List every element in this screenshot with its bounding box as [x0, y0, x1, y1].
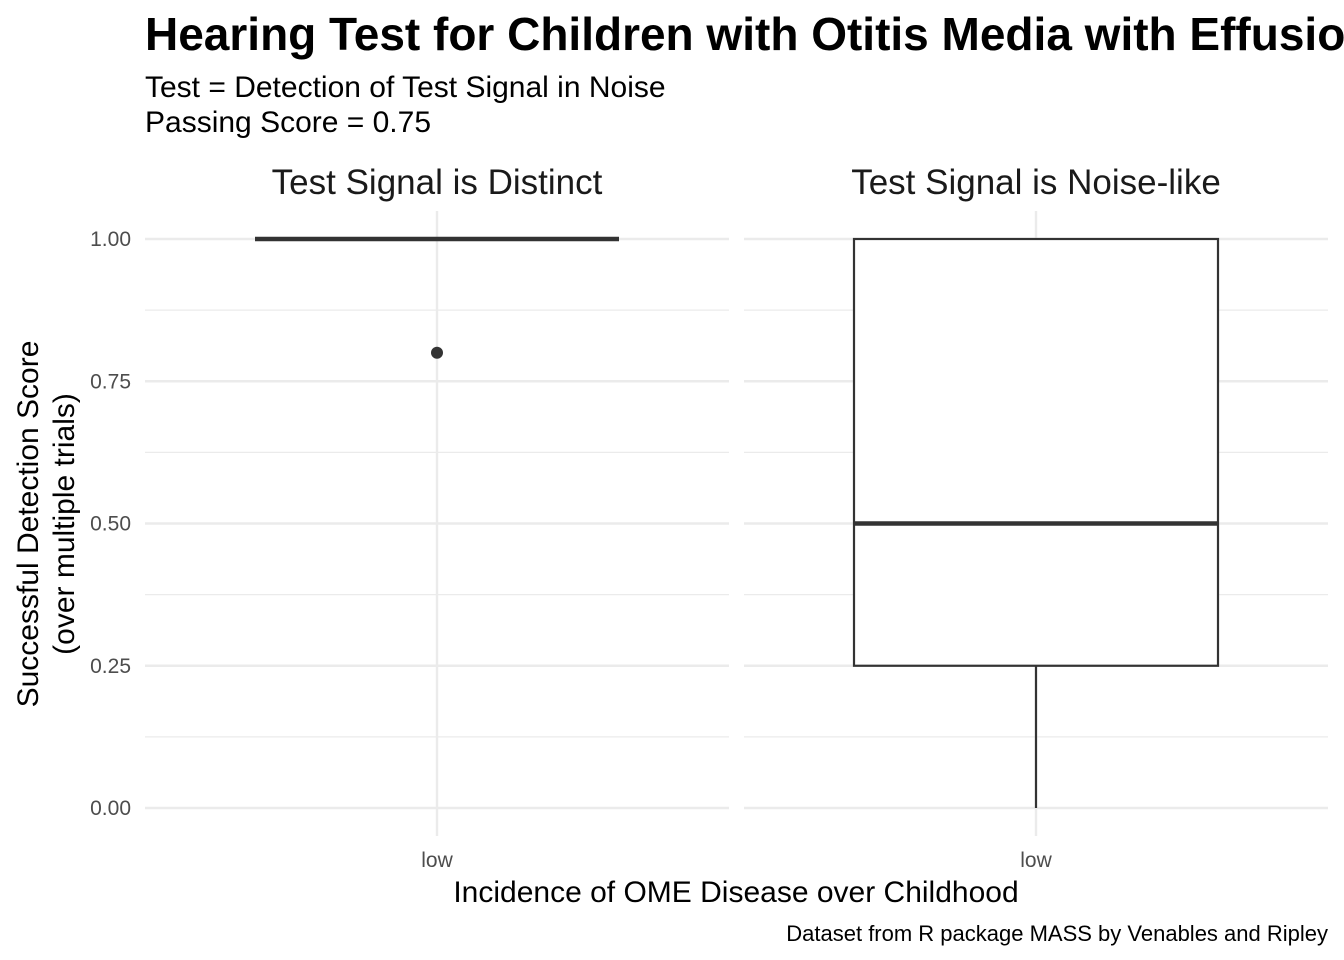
chart-subtitle-line-1: Test = Detection of Test Signal in Noise — [145, 71, 666, 104]
x-tick-label: low — [1020, 849, 1052, 872]
chart-title: Hearing Test for Children with Otitis Me… — [145, 8, 1344, 60]
facet-strip-label: Test Signal is Noise-like — [851, 163, 1221, 202]
x-tick-label: low — [421, 849, 453, 872]
y-tick-label: 0.25 — [90, 655, 131, 678]
outlier-point — [431, 346, 443, 359]
y-tick-label: 0.00 — [90, 797, 131, 820]
chart-caption: Dataset from R package MASS by Venables … — [786, 921, 1328, 946]
y-axis-title-line-2: (over multiple trials) — [48, 393, 81, 655]
y-tick-label: 0.50 — [90, 513, 131, 536]
x-axis-title: Incidence of OME Disease over Childhood — [453, 876, 1018, 909]
y-axis-title-line-1: Successful Detection Score — [12, 341, 45, 708]
y-tick-label: 0.75 — [90, 370, 131, 393]
facet-panel: Test Signal is Noise-like low — [744, 163, 1328, 872]
facet-strip-label: Test Signal is Distinct — [272, 163, 603, 202]
box-body — [852, 237, 1220, 667]
y-axis: 0.00 0.25 0.50 0.75 1.00 — [90, 228, 131, 820]
facet-panel: Test Signal is Distinct low — [145, 163, 729, 872]
chart-subtitle-line-2: Passing Score = 0.75 — [145, 106, 431, 139]
y-tick-label: 1.00 — [90, 228, 131, 251]
